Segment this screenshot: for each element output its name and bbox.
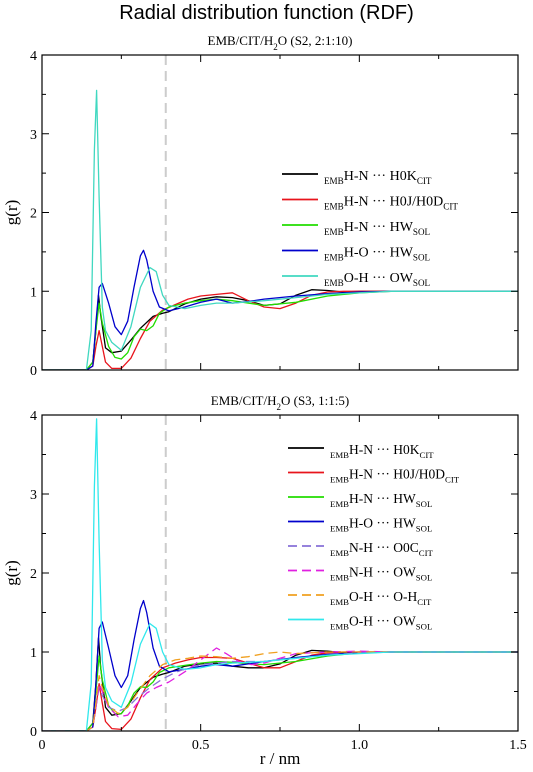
legend-label: EMBH-N ··· H0J/H0DCIT [330,467,460,485]
panel-title: EMB/CIT/H2O (S3, 1:1:5) [211,393,349,412]
y-tick-label: 3 [30,128,37,143]
legend-label: EMBH-N ··· H0KCIT [330,442,434,460]
series-line-3 [42,290,518,370]
y-tick-label: 4 [30,409,37,424]
plot-frame [41,414,519,732]
legend-label: EMBH-N ··· H0KCIT [324,169,432,186]
legend-label: EMBO-H ··· O-HCIT [330,589,432,607]
y-tick-label: 1 [30,646,37,661]
series-line-1 [42,289,518,370]
legend-label: EMBN-H ··· O0CCIT [330,540,434,558]
legend: EMBH-N ··· H0KCIT EMBH-N ··· H0J/H0DCIT EM… [288,442,460,632]
panel-title: EMB/CIT/H2O (S2, 2:1:10) [208,33,353,52]
series-line-8 [42,418,518,731]
figure-title: Radial distribution function (RDF) [119,2,414,24]
series-group [42,89,518,370]
series-line-7 [42,651,518,731]
legend-label: EMBH-N ··· H0J/H0DCIT [324,195,458,212]
y-tick-label: 0 [30,364,37,379]
chart-panel-1: EMB/CIT/H2O (S2, 2:1:10) 0 1 2 3 4 g(r) EMBH-N … [2,33,519,379]
x-axis-label: r / nm [260,749,301,768]
legend-label: EMBH-N ··· HWSOL [324,220,431,237]
y-tick-label: 3 [30,488,37,503]
series-group [42,418,518,731]
y-tick-label: 0 [30,725,37,740]
legend-label: EMBN-H ··· OWSOL [330,565,432,583]
x-tick-label: 1.5 [509,738,527,753]
series-line-2 [42,290,518,370]
y-axis-label: g(r) [2,200,21,225]
x-tick-label: 0.5 [192,738,210,753]
legend-label: EMBH-N ··· HWSOL [330,491,432,509]
x-tick-label: 1.0 [351,738,369,753]
legend-label: EMBH-O ··· HWSOL [330,516,432,534]
legend-label: EMBO-H ··· OWSOL [324,271,431,288]
y-tick-label: 2 [30,567,37,582]
y-tick-label: 4 [30,49,37,64]
series-line-5 [42,89,518,370]
legend-label: EMBH-O ··· HWSOL [324,246,431,263]
y-tick-label: 1 [30,285,37,300]
y-axis-label: g(r) [2,560,21,585]
x-tick-label: 0 [39,738,46,753]
y-tick-label: 2 [30,207,37,222]
legend: EMBH-N ··· H0KCIT EMBH-N ··· H0J/H0DCIT EM… [282,169,458,288]
series-line-4 [42,249,518,370]
series-line-6 [42,647,518,731]
legend-label: EMBO-H ··· OWSOL [330,614,432,632]
chart-panel-2: EMB/CIT/H2O (S3, 1:1:5) 0 1 2 3 4 0 0.5 1.0 1.5 g(… [2,393,527,768]
